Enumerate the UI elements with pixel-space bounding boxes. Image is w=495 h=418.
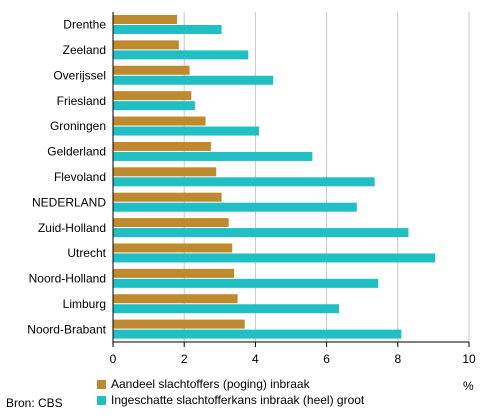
category-label: Noord-Brabant	[27, 322, 106, 336]
category-label: Gelderland	[47, 145, 106, 159]
bar-series-1-zuid-holland	[113, 218, 229, 228]
bar-series-1-noord-holland	[113, 268, 235, 278]
x-tick-label: 10	[462, 352, 476, 366]
bar-series-1-utrecht	[113, 243, 233, 253]
bar-series-1-zeeland	[113, 40, 179, 50]
bar-series-1-flevoland	[113, 167, 217, 177]
bar-series-1-groningen	[113, 116, 206, 126]
bar-series-1-noord-brabant	[113, 319, 245, 329]
bar-series-2-friesland	[113, 101, 195, 111]
category-label: Limburg	[63, 297, 106, 311]
bar-series-2-utrecht	[113, 253, 436, 263]
category-label: Drenthe	[63, 18, 106, 32]
category-label: Friesland	[57, 94, 106, 108]
x-tick-label: 4	[252, 352, 259, 366]
bar-series-2-drenthe	[113, 25, 222, 34]
x-tick-label: 0	[110, 352, 117, 366]
gridlines	[183, 12, 470, 342]
x-tick-label: 6	[323, 352, 330, 366]
category-label: Zeeland	[63, 43, 106, 57]
x-tick-label: 2	[181, 352, 188, 366]
category-label: NEDERLAND	[32, 195, 106, 209]
category-label: Noord-Holland	[29, 272, 106, 286]
source-note: Bron: CBS	[6, 396, 63, 410]
x-tick-label: 8	[394, 352, 401, 366]
bar-series-2-flevoland	[113, 177, 375, 187]
legend-swatch-2	[97, 395, 106, 405]
legend-label-1: Aandeel slachtoffers (poging) inbraak	[111, 377, 310, 391]
category-label: Zuid-Holland	[38, 221, 106, 235]
category-label: Utrecht	[67, 246, 106, 260]
legend-item-series-1: Aandeel slachtoffers (poging) inbraak	[97, 376, 364, 392]
bar-series-2-nederland	[113, 202, 357, 212]
bar-series-1-gelderland	[113, 141, 211, 151]
category-label: Flevoland	[54, 170, 106, 184]
bar-series-2-zuid-holland	[113, 228, 409, 238]
bar-series-2-gelderland	[113, 151, 313, 161]
bar-series-2-limburg	[113, 304, 340, 314]
legend-label-2: Ingeschatte slachtofferkans inbraak (hee…	[111, 393, 365, 407]
bar-series-2-groningen	[113, 126, 259, 136]
bar-series-1-nederland	[113, 192, 222, 202]
category-label: Groningen	[50, 119, 106, 133]
bar-series-1-overijssel	[113, 65, 190, 75]
bars	[113, 15, 436, 339]
legend-swatch-1	[97, 379, 106, 389]
bar-series-1-limburg	[113, 294, 238, 304]
legend-item-series-2: Ingeschatte slachtofferkans inbraak (hee…	[97, 392, 364, 408]
x-axis: 0 2 4 6 8 10	[110, 12, 476, 366]
bar-series-1-friesland	[113, 91, 192, 101]
bar-series-2-overijssel	[113, 75, 274, 85]
bar-series-1-drenthe	[113, 15, 178, 24]
x-axis-unit: %	[463, 379, 474, 393]
bar-series-2-noord-holland	[113, 278, 379, 288]
category-label: Overijssel	[53, 68, 106, 82]
bar-series-2-zeeland	[113, 50, 249, 60]
category-labels: Drenthe Zeeland Overijssel Friesland Groning…	[27, 18, 106, 337]
legend: Aandeel slachtoffers (poging) inbraak In…	[97, 376, 364, 408]
bar-series-2-noord-brabant	[113, 329, 402, 339]
